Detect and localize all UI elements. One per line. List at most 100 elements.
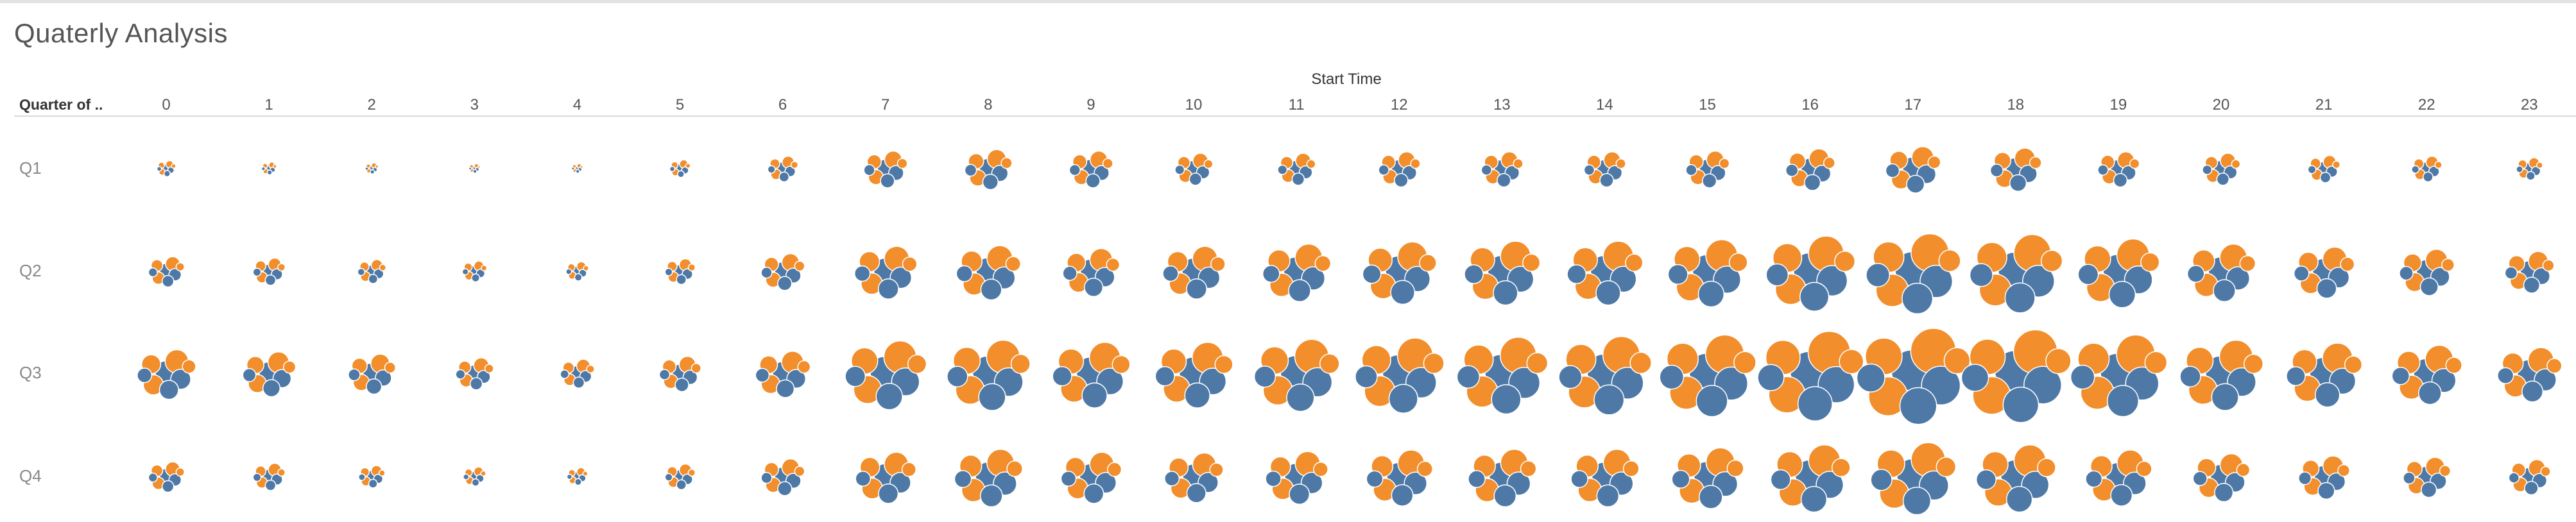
bubble-q4-3-7[interactable] xyxy=(480,470,486,477)
bubble-q2-8-7[interactable] xyxy=(1005,256,1021,272)
bubble-q4-13-5[interactable] xyxy=(1493,484,1517,508)
bubble-q1-10-5[interactable] xyxy=(1189,173,1203,186)
bubble-cluster-q3-13[interactable] xyxy=(1456,337,1549,415)
bubble-cluster-q1-8[interactable] xyxy=(964,149,1013,190)
bubble-cluster-q4-8[interactable] xyxy=(954,448,1023,508)
bubble-cluster-q3-21[interactable] xyxy=(2286,342,2363,408)
bubble-q1-0-7[interactable] xyxy=(171,163,176,169)
bubble-q1-7-6[interactable] xyxy=(863,164,875,176)
bubble-cluster-q2-2[interactable] xyxy=(357,259,387,284)
bubble-q3-21-7[interactable] xyxy=(2344,355,2363,374)
bubble-q2-13-7[interactable] xyxy=(1522,253,1541,272)
bubble-q3-23-5[interactable] xyxy=(2521,380,2544,403)
bubble-q2-6-6[interactable] xyxy=(760,267,773,279)
bubble-q1-19-5[interactable] xyxy=(2113,173,2128,188)
bubble-cluster-q2-20[interactable] xyxy=(2186,243,2256,303)
bubble-q2-21-6[interactable] xyxy=(2293,265,2310,282)
bubble-q1-19-7[interactable] xyxy=(2129,158,2140,169)
bubble-q4-19-5[interactable] xyxy=(2110,484,2133,507)
bubble-cluster-q2-21[interactable] xyxy=(2293,246,2355,299)
bubble-q2-9-5[interactable] xyxy=(1084,277,1104,298)
bubble-q4-0-7[interactable] xyxy=(175,467,185,477)
bubble-q1-20-6[interactable] xyxy=(2202,164,2213,175)
bubble-q3-7-5[interactable] xyxy=(875,383,903,410)
bubble-q4-13-6[interactable] xyxy=(1468,470,1486,488)
bubble-q2-17-6[interactable] xyxy=(1866,263,1891,287)
bubble-q3-16-7[interactable] xyxy=(1839,349,1864,375)
bubble-q1-23-6[interactable] xyxy=(2516,165,2523,173)
bubble-q2-16-6[interactable] xyxy=(1765,263,1789,287)
bubble-q1-7-5[interactable] xyxy=(880,173,895,189)
bubble-cluster-q4-14[interactable] xyxy=(1570,448,1640,508)
bubble-q4-0-5[interactable] xyxy=(161,480,175,493)
bubble-q4-18-7[interactable] xyxy=(2037,458,2056,477)
bubble-cluster-q1-23[interactable] xyxy=(2516,157,2543,181)
bubble-cluster-q3-16[interactable] xyxy=(1757,330,1864,422)
bubble-q3-0-7[interactable] xyxy=(182,359,196,374)
bubble-q4-9-7[interactable] xyxy=(1107,462,1122,477)
bubble-cluster-q2-3[interactable] xyxy=(461,260,488,283)
bubble-q3-20-7[interactable] xyxy=(2243,353,2264,374)
bubble-cluster-q3-17[interactable] xyxy=(1856,328,1971,425)
bubble-q3-14-6[interactable] xyxy=(1558,365,1583,389)
bubble-cluster-q1-7[interactable] xyxy=(863,150,908,189)
bubble-q4-16-7[interactable] xyxy=(1831,458,1851,477)
bubble-cluster-q4-13[interactable] xyxy=(1468,448,1537,508)
bubble-q2-16-5[interactable] xyxy=(1799,282,1830,312)
bubble-q4-21-7[interactable] xyxy=(2337,464,2350,477)
bubble-q3-23-6[interactable] xyxy=(2497,367,2514,384)
bubble-q3-22-5[interactable] xyxy=(2418,381,2442,405)
bubble-cluster-q4-0[interactable] xyxy=(148,461,185,493)
bubble-q4-4-7[interactable] xyxy=(582,471,588,477)
bubble-cluster-q2-6[interactable] xyxy=(760,253,805,291)
bubble-q1-13-7[interactable] xyxy=(1513,158,1524,169)
bubble-q1-11-7[interactable] xyxy=(1306,159,1316,169)
bubble-q3-4-7[interactable] xyxy=(586,364,595,374)
bubble-cluster-q1-10[interactable] xyxy=(1174,153,1214,186)
bubble-cluster-q1-11[interactable] xyxy=(1277,153,1316,186)
bubble-q2-15-6[interactable] xyxy=(1667,264,1688,285)
bubble-q4-22-7[interactable] xyxy=(2439,465,2451,477)
bubble-cluster-q1-16[interactable] xyxy=(1785,148,1835,191)
bubble-q1-15-6[interactable] xyxy=(1685,164,1697,176)
bubble-q1-17-6[interactable] xyxy=(1885,163,1900,178)
bubble-q3-5-5[interactable] xyxy=(674,377,689,392)
bubble-q1-20-7[interactable] xyxy=(2231,159,2241,169)
bubble-q2-7-6[interactable] xyxy=(854,265,871,282)
bubble-q3-0-5[interactable] xyxy=(159,380,179,400)
bubble-q3-10-7[interactable] xyxy=(1214,355,1233,374)
bubble-q2-5-5[interactable] xyxy=(676,274,687,285)
bubble-cluster-q4-9[interactable] xyxy=(1060,451,1122,504)
bubble-q4-1-7[interactable] xyxy=(277,468,286,477)
bubble-q3-0-6[interactable] xyxy=(137,367,153,383)
bubble-q1-17-5[interactable] xyxy=(1906,174,1925,194)
bubble-q2-10-5[interactable] xyxy=(1186,278,1208,300)
bubble-q1-15-5[interactable] xyxy=(1702,173,1717,189)
bubble-q1-6-5[interactable] xyxy=(778,171,790,183)
bubble-q2-12-5[interactable] xyxy=(1390,280,1416,305)
bubble-q4-17-6[interactable] xyxy=(1870,469,1893,491)
bubble-q4-7-7[interactable] xyxy=(901,462,916,477)
bubble-q2-1-6[interactable] xyxy=(252,267,262,277)
bubble-q1-6-7[interactable] xyxy=(790,160,799,169)
bubble-cluster-q1-14[interactable] xyxy=(1583,151,1626,188)
bubble-q1-11-5[interactable] xyxy=(1291,173,1305,186)
bubble-q2-8-6[interactable] xyxy=(956,265,973,282)
bubble-q1-19-6[interactable] xyxy=(2097,164,2109,176)
bubble-q3-12-7[interactable] xyxy=(1423,352,1445,375)
bubble-cluster-q4-7[interactable] xyxy=(855,451,916,504)
bubble-q2-19-7[interactable] xyxy=(2140,252,2160,272)
bubble-cluster-q2-18[interactable] xyxy=(1969,234,2063,314)
bubble-q2-6-5[interactable] xyxy=(777,276,793,291)
bubble-q2-12-7[interactable] xyxy=(1419,254,1437,272)
bubble-cluster-q3-4[interactable] xyxy=(560,358,595,389)
bubble-q1-10-6[interactable] xyxy=(1174,164,1185,175)
bubble-q4-10-6[interactable] xyxy=(1164,471,1180,487)
bubble-cluster-q4-21[interactable] xyxy=(2298,455,2350,500)
bubble-q4-18-5[interactable] xyxy=(2005,485,2033,513)
bubble-q3-3-7[interactable] xyxy=(484,364,494,374)
bubble-q2-14-6[interactable] xyxy=(1567,264,1587,284)
bubble-q1-2-6[interactable] xyxy=(365,166,369,171)
bubble-q2-3-6[interactable] xyxy=(461,268,469,276)
bubble-q1-3-7[interactable] xyxy=(477,165,481,169)
